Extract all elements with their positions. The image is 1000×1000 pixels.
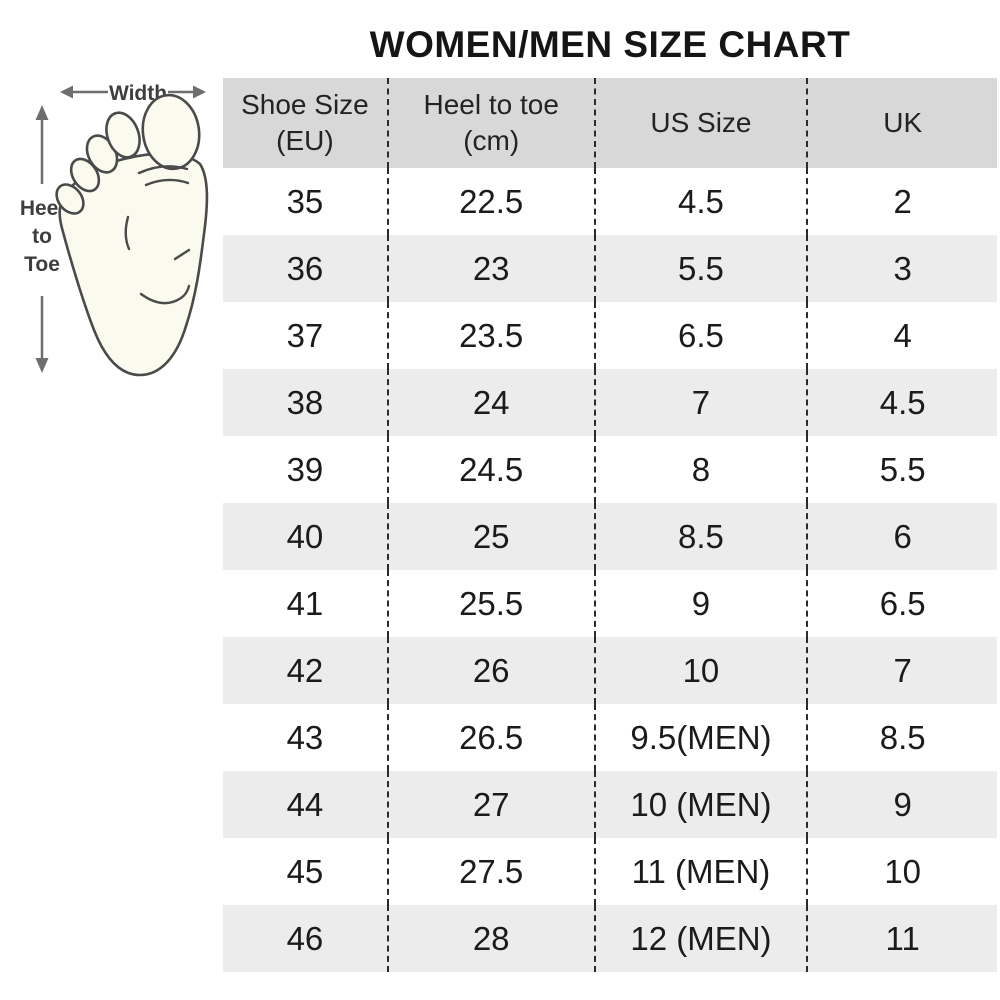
cell-heel-to-toe: 26.5 bbox=[387, 704, 596, 771]
cell-heel-to-toe: 24.5 bbox=[387, 436, 596, 503]
table-row: 37 23.5 6.5 4 bbox=[223, 302, 997, 369]
cell-uk-size: 4.5 bbox=[807, 369, 997, 436]
cell-us-size: 6.5 bbox=[594, 302, 809, 369]
cell-heel-to-toe: 22.5 bbox=[387, 168, 596, 235]
cell-eu-size: 46 bbox=[223, 905, 389, 972]
foot-sole-shape bbox=[55, 93, 209, 377]
cell-uk-size: 6.5 bbox=[879, 584, 926, 622]
cell-us-size: 12 (MEN) bbox=[594, 905, 809, 972]
table-header-row: Shoe Size (EU) Heel to toe (cm) US Size … bbox=[223, 78, 997, 168]
cell-uk-size: 8.5 bbox=[879, 718, 926, 756]
cell-eu-size: 41 bbox=[223, 570, 389, 637]
table-row: 45 27.5 11 (MEN) 10 bbox=[223, 838, 997, 905]
width-arrow bbox=[60, 85, 206, 99]
foot-diagram: Width Heel to Toe bbox=[20, 82, 209, 377]
cell-us-size: 10 (MEN) bbox=[594, 771, 809, 838]
table-row: 44 27 10 (MEN) 9 bbox=[223, 771, 997, 838]
cell-heel-to-toe: 23 bbox=[387, 235, 596, 302]
cell-uk-size: 10 bbox=[884, 852, 922, 890]
cell-uk-size: 3 bbox=[807, 235, 997, 302]
width-label: Width bbox=[109, 82, 167, 105]
foot-crease-lines bbox=[124, 165, 191, 305]
cell-us-size: 9 bbox=[594, 570, 809, 637]
cell-eu-size: 38 bbox=[223, 369, 389, 436]
column-header-uk: UK bbox=[807, 78, 997, 168]
cell-heel-to-toe: 26 bbox=[387, 637, 596, 704]
heel-to-toe-arrow bbox=[35, 105, 49, 373]
cell-uk-size: 5.5 bbox=[879, 450, 926, 488]
heel-to-toe-label: Heel to Toe bbox=[20, 197, 64, 276]
table-row: 40 25 8.5 6 bbox=[223, 503, 997, 570]
cell-uk-size: 9 bbox=[807, 771, 997, 838]
cell-us-size: 7 bbox=[594, 369, 809, 436]
cell-heel-to-toe: 23.5 bbox=[387, 302, 596, 369]
cell-us-size: 10 bbox=[594, 637, 809, 704]
cell-us-size: 9.5(MEN) bbox=[594, 704, 809, 771]
cell-eu-size: 42 bbox=[223, 637, 389, 704]
table-row: 41 25.5 9 6.5 bbox=[223, 570, 997, 637]
cell-heel-to-toe: 24 bbox=[387, 369, 596, 436]
cell-eu-size: 40 bbox=[223, 503, 389, 570]
size-table: Shoe Size (EU) Heel to toe (cm) US Size … bbox=[223, 78, 997, 972]
table-row: 46 28 12 (MEN) 11 bbox=[223, 905, 997, 972]
cell-heel-to-toe: 28 bbox=[387, 905, 596, 972]
column-header-us-size: US Size bbox=[594, 78, 809, 168]
cell-uk-size: 4 bbox=[893, 316, 912, 354]
cell-heel-to-toe: 27 bbox=[387, 771, 596, 838]
svg-text:Toe: Toe bbox=[24, 253, 60, 276]
cell-us-size: 8.5 bbox=[594, 503, 809, 570]
cell-heel-to-toe: 25 bbox=[387, 503, 596, 570]
cell-us-size: 8 bbox=[594, 436, 809, 503]
table-row: 36 23 5.5 3 bbox=[223, 235, 997, 302]
column-header-heel-to-toe-cm: Heel to toe (cm) bbox=[387, 78, 596, 168]
cell-heel-to-toe: 27.5 bbox=[387, 838, 596, 905]
cell-uk-size: 6 bbox=[807, 503, 997, 570]
svg-text:Heel: Heel bbox=[20, 197, 64, 220]
cell-eu-size: 37 bbox=[223, 302, 389, 369]
table-row: 38 24 7 4.5 bbox=[223, 369, 997, 436]
cell-us-size: 11 (MEN) bbox=[594, 838, 809, 905]
cell-eu-size: 36 bbox=[223, 235, 389, 302]
page-title: WOMEN/MEN SIZE CHART bbox=[369, 24, 851, 65]
table-row: 42 26 10 7 bbox=[223, 637, 997, 704]
cell-uk-size: 7 bbox=[807, 637, 997, 704]
cell-eu-size: 44 bbox=[223, 771, 389, 838]
cell-eu-size: 39 bbox=[223, 436, 389, 503]
svg-text:to: to bbox=[32, 225, 52, 248]
cell-eu-size: 35 bbox=[223, 168, 389, 235]
table-row: 43 26.5 9.5(MEN) 8.5 bbox=[223, 704, 997, 771]
table-row: 35 22.5 4.5 2 bbox=[223, 168, 997, 235]
cell-us-size: 4.5 bbox=[594, 168, 809, 235]
cell-eu-size: 45 bbox=[223, 838, 389, 905]
cell-heel-to-toe: 25.5 bbox=[387, 570, 596, 637]
cell-us-size: 5.5 bbox=[594, 235, 809, 302]
cell-uk-size: 2 bbox=[893, 182, 912, 220]
table-row: 39 24.5 8 5.5 bbox=[223, 436, 997, 503]
column-header-shoe-size-eu: Shoe Size (EU) bbox=[223, 78, 389, 168]
cell-uk-size: 11 bbox=[807, 905, 997, 972]
cell-eu-size: 43 bbox=[223, 704, 389, 771]
